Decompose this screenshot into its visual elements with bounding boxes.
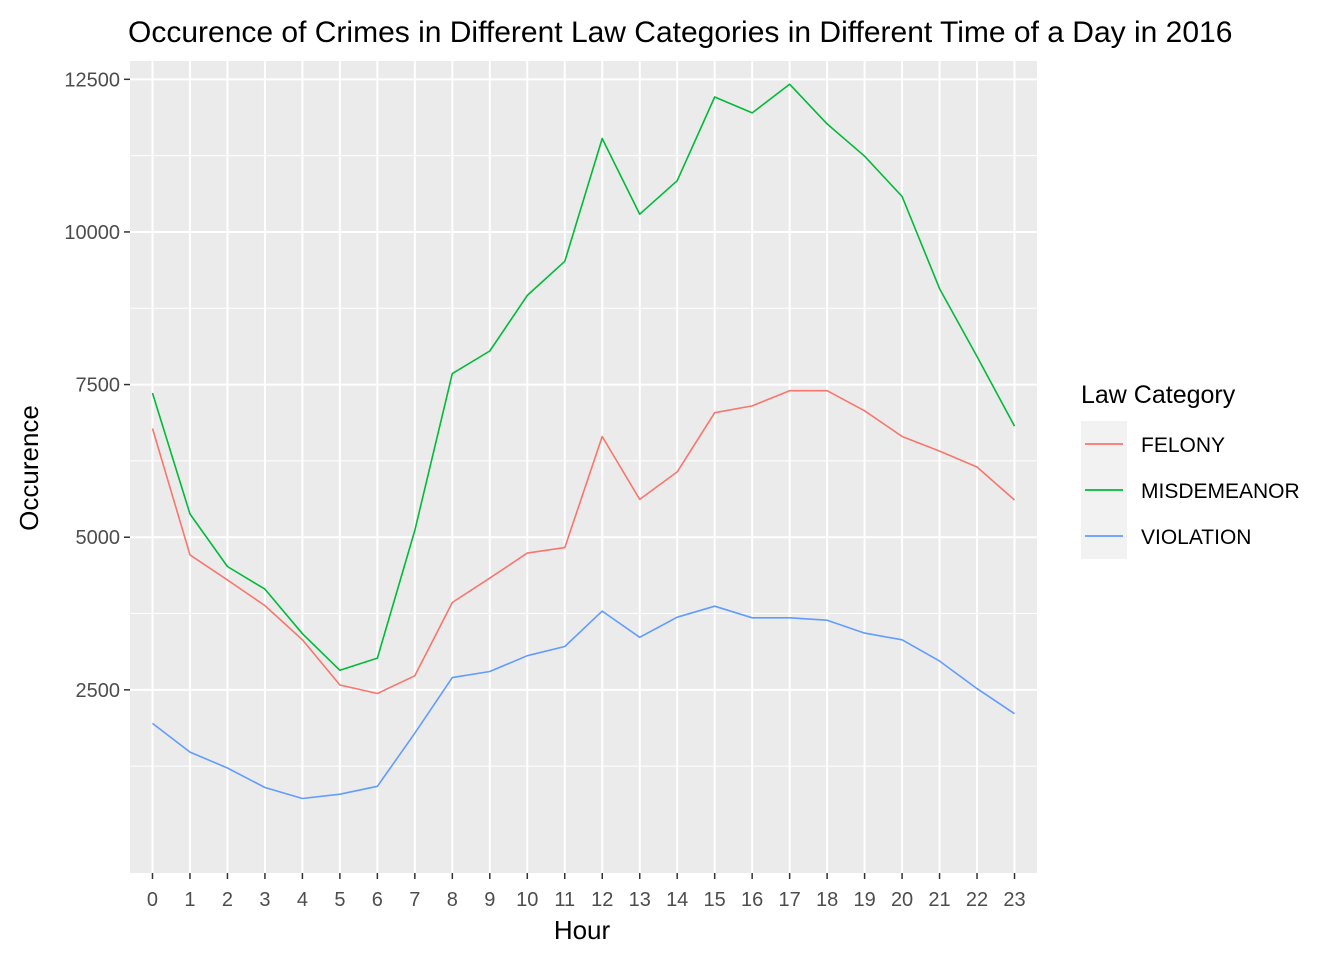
x-tick-label: 23 [1003, 889, 1025, 911]
x-tick-label: 7 [409, 889, 420, 911]
x-tick-label: 4 [297, 889, 308, 911]
legend-label: VIOLATION [1141, 526, 1251, 549]
legend-label: MISDEMEANOR [1141, 480, 1300, 503]
legend: Law Category FELONY MISDEMEANOR VIOLATION [1081, 381, 1300, 559]
x-tick-label: 14 [666, 889, 688, 911]
x-tick-label: 19 [853, 889, 875, 911]
series-line-violation [152, 605, 1015, 800]
plot-panel [130, 61, 1037, 873]
series-lines [151, 83, 1016, 800]
x-tick-label: 16 [741, 889, 763, 911]
y-tick-label: 12500 [64, 69, 120, 91]
y-tick-label: 2500 [76, 680, 121, 702]
x-tick-label: 17 [779, 889, 801, 911]
x-tick-label: 22 [966, 889, 988, 911]
x-tick-label: 13 [629, 889, 651, 911]
legend-label: FELONY [1141, 434, 1225, 457]
x-tick-label: 1 [184, 889, 195, 911]
series-line-misdemeanor [151, 83, 1016, 672]
x-tick-label: 11 [554, 889, 575, 911]
y-axis-ticks: 2500 5000 7500 10000 12500 [64, 69, 130, 702]
x-tick-label: 20 [891, 889, 913, 911]
grid-lines [130, 61, 1037, 873]
y-tick-label: 10000 [64, 222, 120, 244]
x-axis-title: Hour [554, 915, 611, 945]
x-tick-label: 3 [259, 889, 270, 911]
x-tick-label: 12 [591, 889, 613, 911]
x-tick-label: 8 [447, 889, 458, 911]
legend-title: Law Category [1081, 381, 1236, 409]
y-tick-label: 5000 [76, 527, 121, 549]
x-tick-label: 10 [516, 889, 538, 911]
x-tick-label: 9 [484, 889, 495, 911]
x-tick-label: 6 [372, 889, 383, 911]
x-axis-ticks: 0 1 2 3 4 5 6 7 8 9 10 11 12 13 14 15 16 17 18 19 20 21 22 23 [147, 873, 1026, 911]
series-line-felony [151, 389, 1016, 695]
x-tick-label: 2 [222, 889, 233, 911]
y-tick-label: 7500 [76, 375, 121, 397]
x-tick-label: 15 [704, 889, 726, 911]
x-tick-label: 5 [334, 889, 345, 911]
chart-title: Occurence of Crimes in Different Law Cat… [128, 16, 1232, 49]
y-axis-title: Occurence [14, 405, 44, 531]
x-tick-label: 18 [816, 889, 838, 911]
x-tick-label: 21 [928, 889, 950, 911]
x-tick-label: 0 [147, 889, 158, 911]
